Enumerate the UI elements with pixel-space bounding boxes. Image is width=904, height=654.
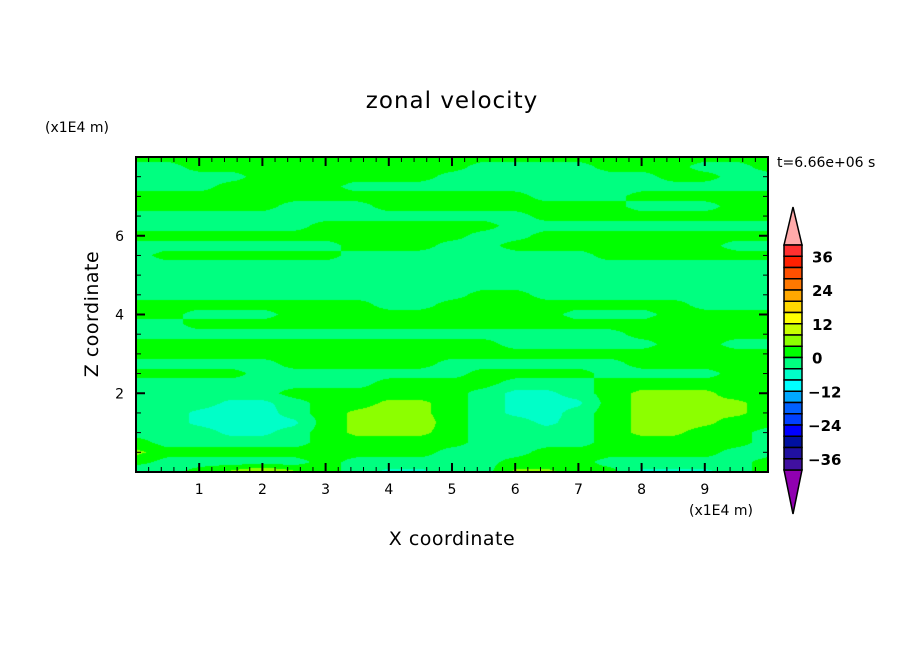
chart-title: zonal velocity — [365, 88, 539, 114]
x-axis-label: X coordinate — [388, 528, 516, 550]
colorbar-box — [783, 368, 803, 381]
x-tick-label: 5 — [448, 482, 457, 498]
colorbar-box — [783, 390, 803, 404]
colorbar-box — [783, 424, 803, 437]
x-tick-label: 8 — [637, 482, 646, 498]
colorbar-box — [783, 379, 803, 392]
colorbar-over-triangle — [783, 206, 803, 246]
colorbar-box — [783, 255, 803, 269]
colorbar-under-triangle — [783, 469, 803, 515]
colorbar-box — [783, 323, 803, 336]
colorbar-box — [783, 289, 803, 302]
colorbar-tick-label: 12 — [812, 316, 833, 334]
colorbar-box — [783, 458, 803, 471]
colorbar-box — [783, 334, 803, 347]
colorbar-box — [783, 278, 803, 291]
x-tick-label: 4 — [384, 482, 393, 498]
colorbar-box — [783, 311, 803, 325]
colorbar-box — [783, 345, 803, 359]
colorbar-box — [783, 266, 803, 280]
plot-frame — [135, 156, 769, 473]
z-tick-label: 4 — [115, 308, 124, 324]
x-axis-unit-label: (x1E4 m) — [689, 503, 753, 519]
colorbar-box — [783, 401, 803, 415]
x-tick-label: 9 — [700, 482, 709, 498]
colorbar-tick-label: 24 — [812, 282, 833, 300]
colorbar-tick-label: 36 — [812, 248, 833, 266]
colorbar-box — [783, 300, 803, 314]
x-tick-label: 2 — [258, 482, 267, 498]
time-label: t=6.66e+06 s — [777, 155, 876, 171]
z-tick-label: 2 — [115, 386, 124, 402]
contour-fill — [136, 157, 768, 472]
x-tick-label: 3 — [321, 482, 330, 498]
colorbar-box — [783, 244, 803, 257]
x-tick-label: 1 — [195, 482, 204, 498]
z-tick-label: 6 — [115, 229, 124, 245]
colorbar-box — [783, 435, 803, 449]
x-tick-label: 6 — [511, 482, 520, 498]
colorbar-tick-label: 0 — [812, 350, 822, 368]
colorbar-tick-label: −12 — [808, 383, 841, 401]
colorbar-tick-label: −24 — [808, 417, 841, 435]
colorbar-tick-label: −36 — [808, 451, 841, 469]
colorbar-box — [783, 446, 803, 460]
x-tick-label: 7 — [574, 482, 583, 498]
colorbar-box — [783, 356, 803, 370]
z-axis-unit-label: (x1E4 m) — [45, 120, 109, 136]
colorbar-box — [783, 413, 803, 426]
